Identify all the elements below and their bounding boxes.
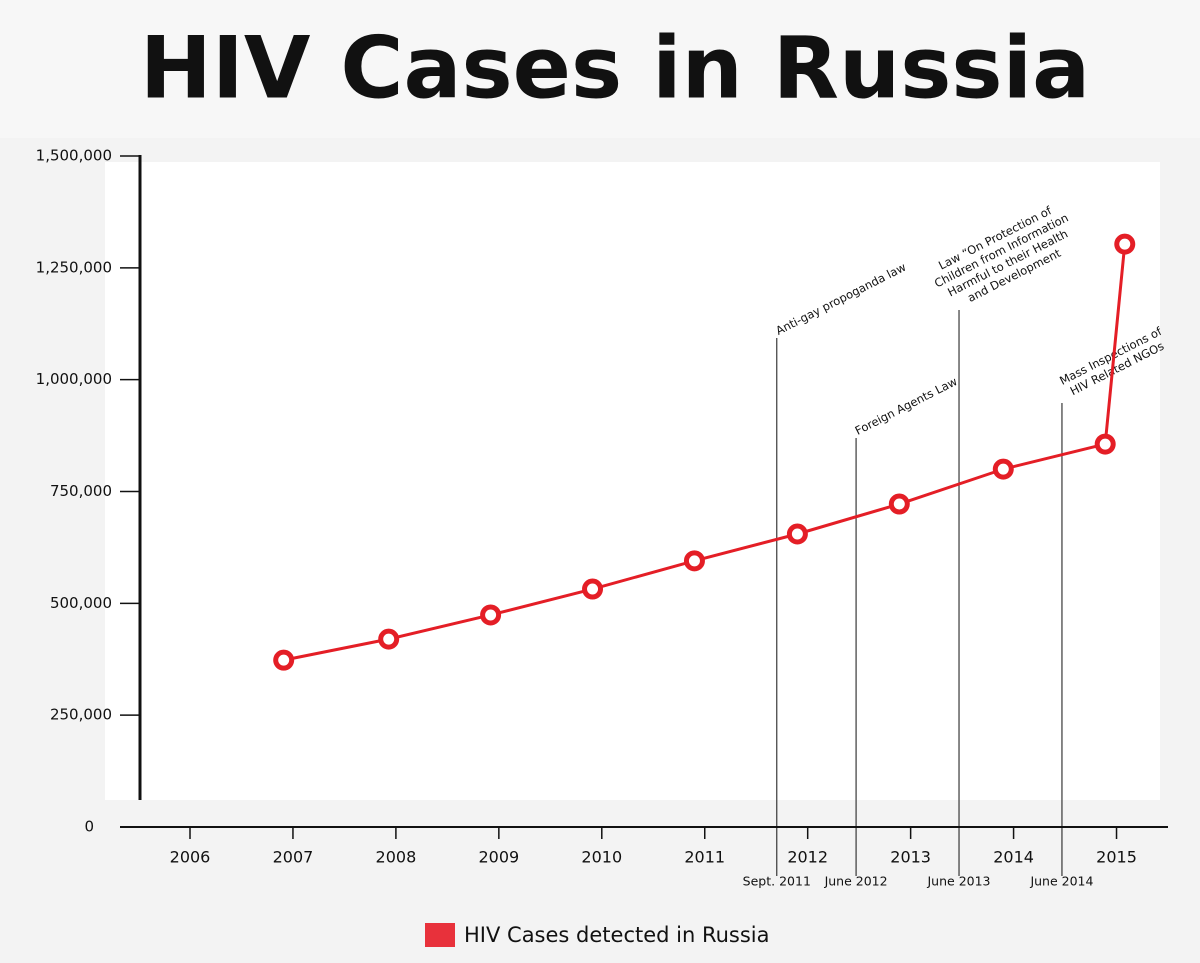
legend-swatch: [425, 923, 455, 947]
y-tick-label: 500,000: [50, 594, 112, 612]
data-point: [888, 493, 910, 515]
title-band: [0, 0, 1200, 138]
legend-label: HIV Cases detected in Russia: [464, 923, 770, 947]
x-tick-label: 2014: [993, 848, 1034, 867]
y-tick-label: 1,500,000: [36, 147, 112, 165]
x-tick-label: 2010: [581, 848, 622, 867]
x-tick-label: 2012: [787, 848, 828, 867]
data-point: [582, 578, 604, 600]
y-tick-label: 1,000,000: [36, 370, 112, 388]
data-point: [992, 458, 1014, 480]
y-tick-label: 750,000: [50, 482, 112, 500]
y-tick-label: 1,250,000: [36, 258, 112, 276]
y-tick-label: 250,000: [50, 706, 112, 724]
data-point: [1114, 233, 1136, 255]
data-point: [786, 523, 808, 545]
plot-panel: [105, 162, 1160, 800]
x-tick-label: 2015: [1096, 848, 1137, 867]
event-date: June 2012: [824, 874, 888, 889]
x-tick-label: 2008: [376, 848, 417, 867]
data-point: [273, 649, 295, 671]
event-date: June 2014: [1029, 874, 1093, 889]
y-tick-label: 0: [84, 818, 94, 836]
data-point: [683, 550, 705, 572]
x-tick-label: 2013: [890, 848, 931, 867]
x-tick-label: 2006: [170, 848, 211, 867]
x-tick-label: 2011: [684, 848, 725, 867]
event-date: Sept. 2011: [743, 874, 811, 889]
series-line: [283, 243, 1127, 662]
data-point: [480, 604, 502, 626]
chart-title: HIV Cases in Russia: [140, 18, 1090, 118]
x-tick-label: 2007: [273, 848, 314, 867]
x-tick-label: 2009: [478, 848, 519, 867]
data-point: [378, 628, 400, 650]
data-point: [1094, 433, 1116, 455]
event-date: June 2013: [927, 874, 991, 889]
